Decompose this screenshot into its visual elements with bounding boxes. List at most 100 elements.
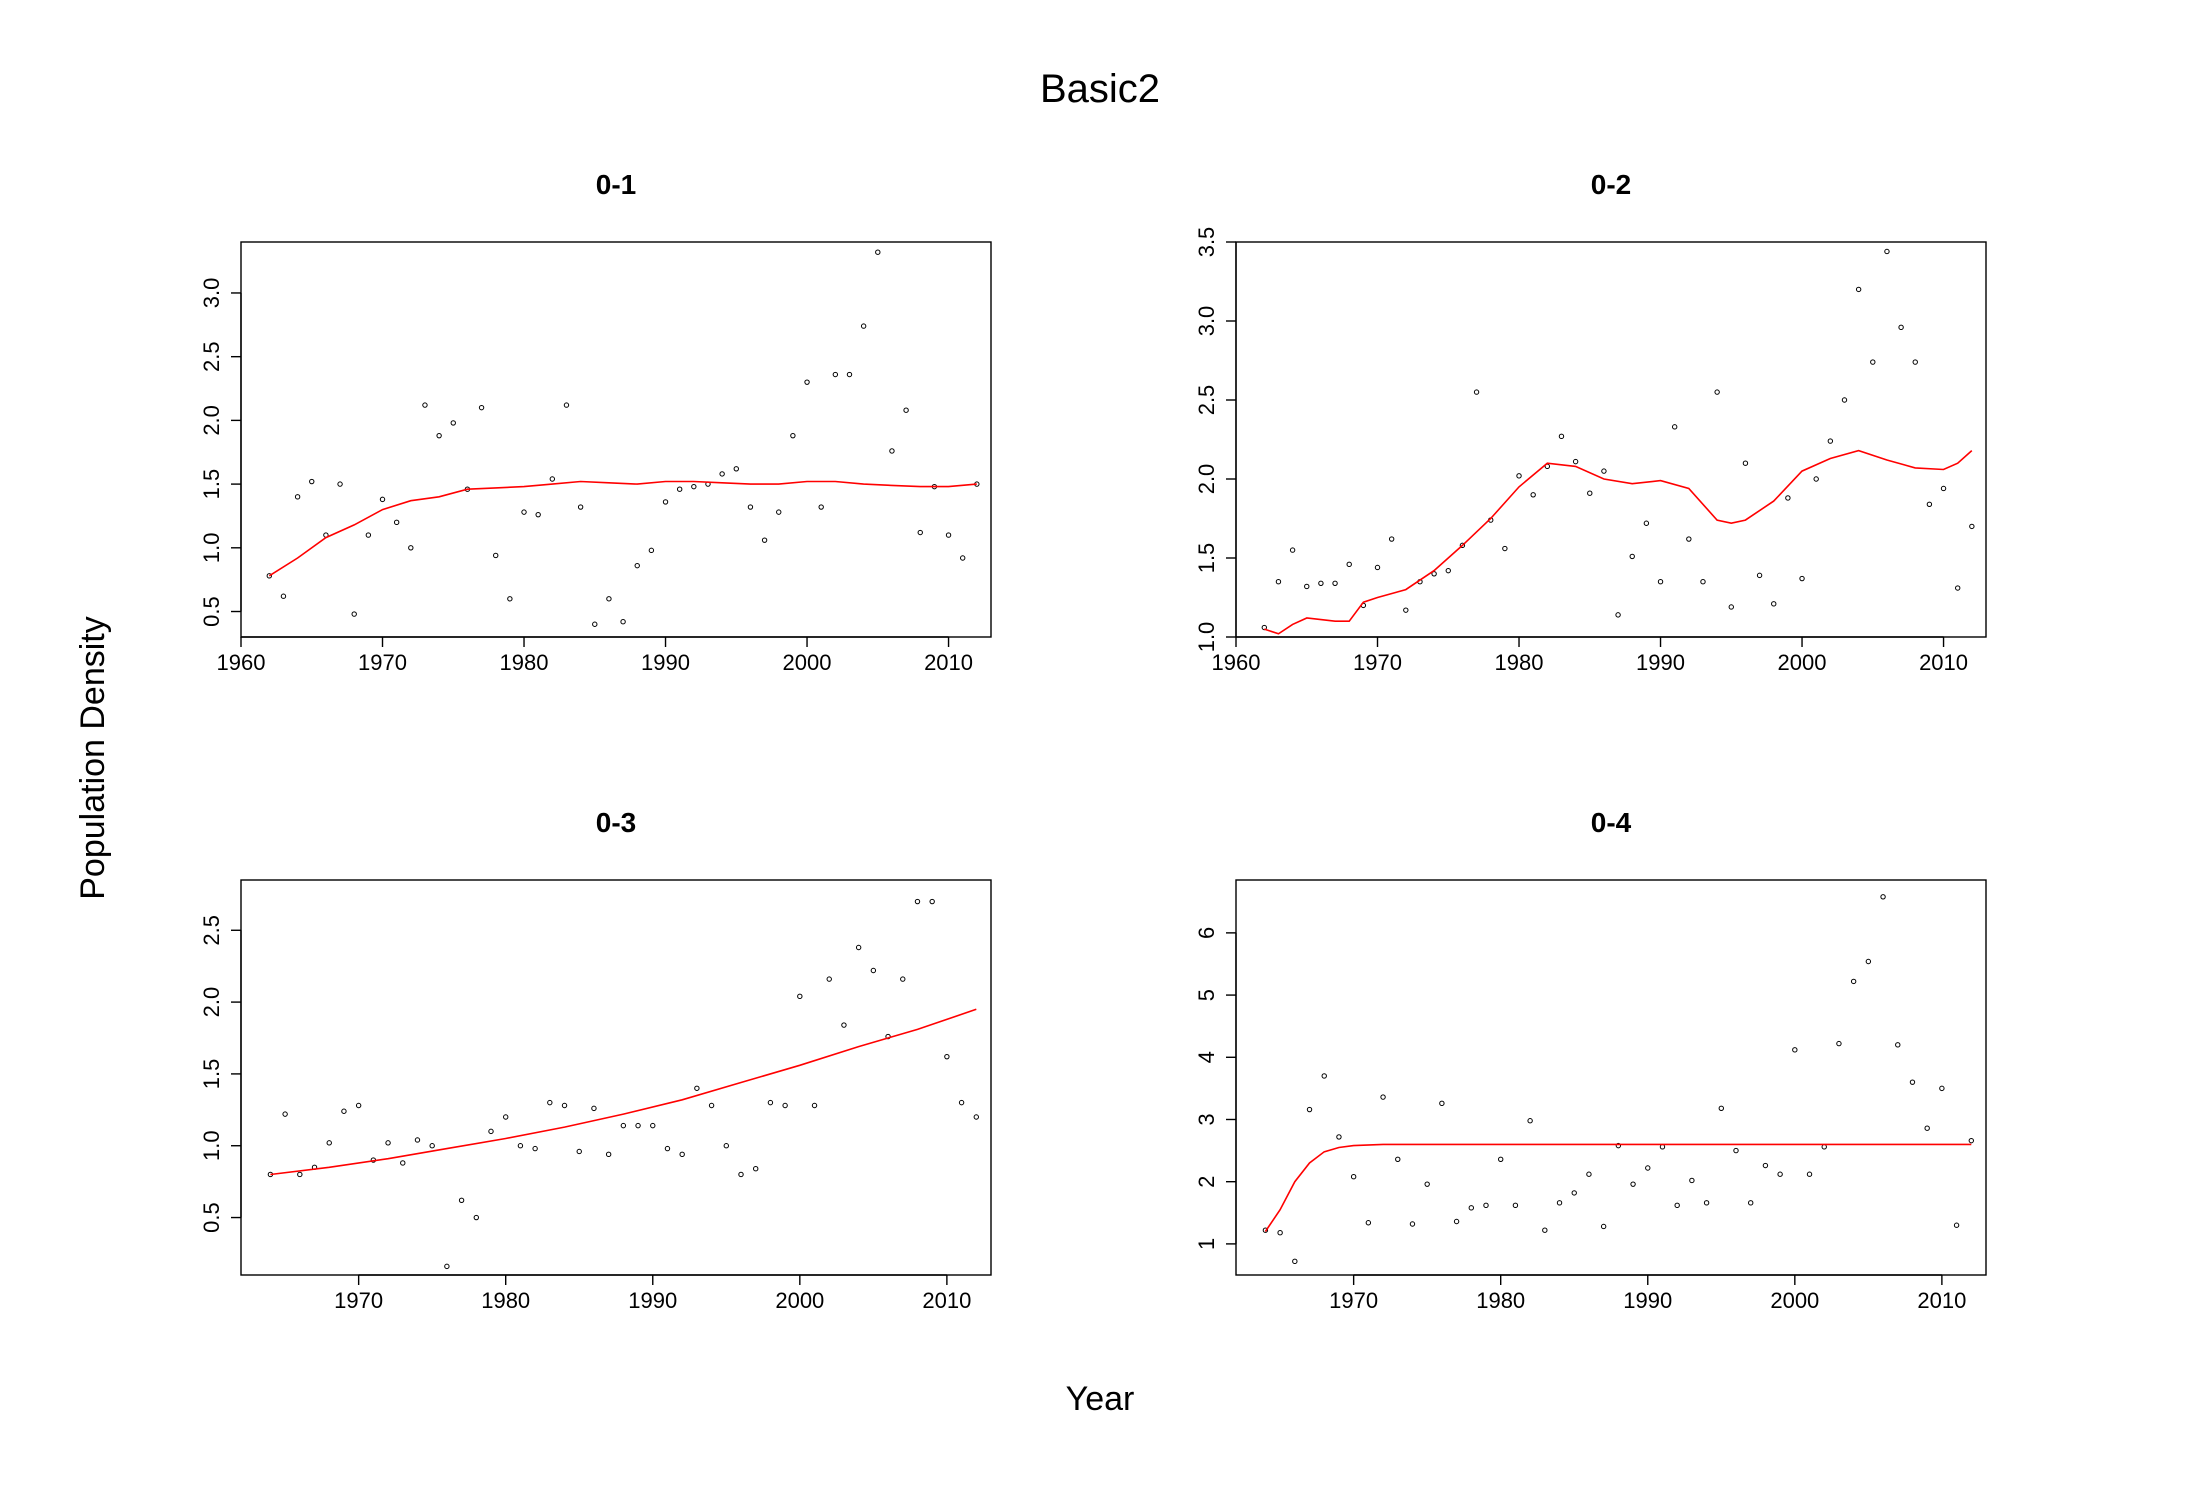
- data-point: [1336, 1134, 1342, 1140]
- data-point: [1733, 1147, 1739, 1154]
- data-point: [855, 944, 862, 951]
- data-point: [393, 519, 400, 526]
- data-point: [635, 1122, 641, 1129]
- data-point: [870, 967, 877, 974]
- data-point: [488, 1128, 494, 1135]
- data-point: [1388, 536, 1395, 542]
- data-point: [1880, 894, 1886, 900]
- data-point: [1703, 1200, 1710, 1206]
- data-point: [1289, 547, 1296, 553]
- data-point: [478, 404, 485, 411]
- data-point: [1424, 1181, 1430, 1187]
- y-tick-label: 5: [1194, 989, 1219, 1001]
- x-tick-label: 2010: [1917, 1288, 1966, 1313]
- data-point: [648, 547, 655, 554]
- data-point: [1870, 359, 1876, 365]
- data-point: [826, 976, 832, 982]
- y-tick-label: 3.0: [1194, 306, 1219, 337]
- data-point: [1674, 1202, 1680, 1209]
- data-point: [549, 476, 556, 482]
- fit-line: [1264, 449, 1973, 635]
- plot-frame: [240, 241, 992, 638]
- data-point: [341, 1108, 347, 1114]
- data-point: [1714, 389, 1720, 395]
- panel-0-2: 0-2 1960 1970 1980 1990 2000 2010 1.0 1.5 2.0 2.5 3…: [1194, 169, 1987, 675]
- data-point: [1821, 1144, 1827, 1150]
- data-point: [1700, 579, 1706, 585]
- data-point: [606, 596, 612, 602]
- data-point: [691, 483, 697, 490]
- data-point: [1275, 579, 1282, 585]
- data-point: [1395, 1156, 1401, 1162]
- data-point: [355, 1102, 362, 1109]
- panel-title: 0-2: [1591, 169, 1631, 200]
- data-point: [958, 1099, 965, 1106]
- data-point: [1512, 1202, 1519, 1209]
- data-point: [1615, 612, 1621, 618]
- data-point: [326, 1140, 332, 1146]
- y-tick-label: 2.0: [199, 987, 224, 1018]
- data-point: [458, 1197, 465, 1204]
- data-point: [282, 1111, 288, 1117]
- x-tick-label: 1970: [1329, 1288, 1378, 1313]
- data-point: [1431, 571, 1437, 577]
- data-point: [577, 504, 584, 510]
- data-point: [841, 1022, 847, 1028]
- x-tick-label: 1990: [1623, 1288, 1672, 1313]
- x-tick-label: 2010: [1919, 650, 1968, 675]
- panel-0-4: 0-4 1970 1980 1990 2000 2010 1 2 3 4 5 6: [1194, 807, 1987, 1313]
- data-point: [1332, 580, 1338, 586]
- data-point: [1841, 397, 1848, 403]
- data-point: [1277, 1230, 1283, 1236]
- data-point: [945, 532, 952, 538]
- data-point: [507, 596, 513, 602]
- figure-x-label: Year: [1066, 1380, 1135, 1418]
- data-point: [1954, 585, 1961, 591]
- data-point: [576, 1148, 582, 1155]
- data-point: [1403, 607, 1409, 613]
- data-point: [1321, 1073, 1327, 1079]
- data-point: [1659, 1144, 1666, 1150]
- data-point: [790, 432, 796, 439]
- y-tick-label: 6: [1194, 927, 1219, 939]
- y-tick-label: 0.5: [199, 1202, 224, 1233]
- data-point: [1909, 1079, 1916, 1085]
- panel-title: 0-4: [1591, 807, 1632, 838]
- data-point: [694, 1085, 700, 1091]
- data-point: [1969, 523, 1975, 530]
- data-point: [708, 1102, 715, 1109]
- y-tick-label: 0.5: [199, 596, 224, 627]
- data-point: [422, 402, 428, 408]
- data-point: [860, 323, 867, 329]
- x-tick-label: 1970: [334, 1288, 383, 1313]
- y-tick-label: 2.5: [199, 915, 224, 946]
- data-point: [1350, 1174, 1357, 1180]
- data-point: [280, 593, 287, 599]
- data-point: [266, 573, 273, 579]
- data-point: [1939, 1085, 1945, 1092]
- data-point: [1527, 1118, 1533, 1124]
- data-point: [1884, 248, 1890, 255]
- data-point: [1615, 1142, 1622, 1149]
- data-point: [797, 993, 803, 1000]
- data-point: [900, 976, 906, 982]
- x-tick-label: 1960: [217, 650, 266, 675]
- data-point: [811, 1102, 818, 1109]
- data-point: [400, 1160, 406, 1166]
- y-tick-label: 3: [1194, 1113, 1219, 1125]
- data-point: [1498, 1156, 1504, 1162]
- data-point: [1530, 492, 1536, 498]
- data-point: [1558, 433, 1565, 440]
- data-point: [521, 509, 527, 515]
- data-point: [679, 1151, 685, 1158]
- data-point: [294, 494, 301, 500]
- data-point: [450, 420, 456, 426]
- data-point: [767, 1099, 774, 1106]
- x-tick-label: 1990: [1636, 650, 1685, 675]
- x-tick-label: 2000: [775, 1288, 824, 1313]
- data-point: [1586, 1171, 1592, 1177]
- data-point: [1601, 468, 1607, 474]
- x-tick-label: 2000: [1770, 1288, 1819, 1313]
- data-point: [1657, 579, 1664, 585]
